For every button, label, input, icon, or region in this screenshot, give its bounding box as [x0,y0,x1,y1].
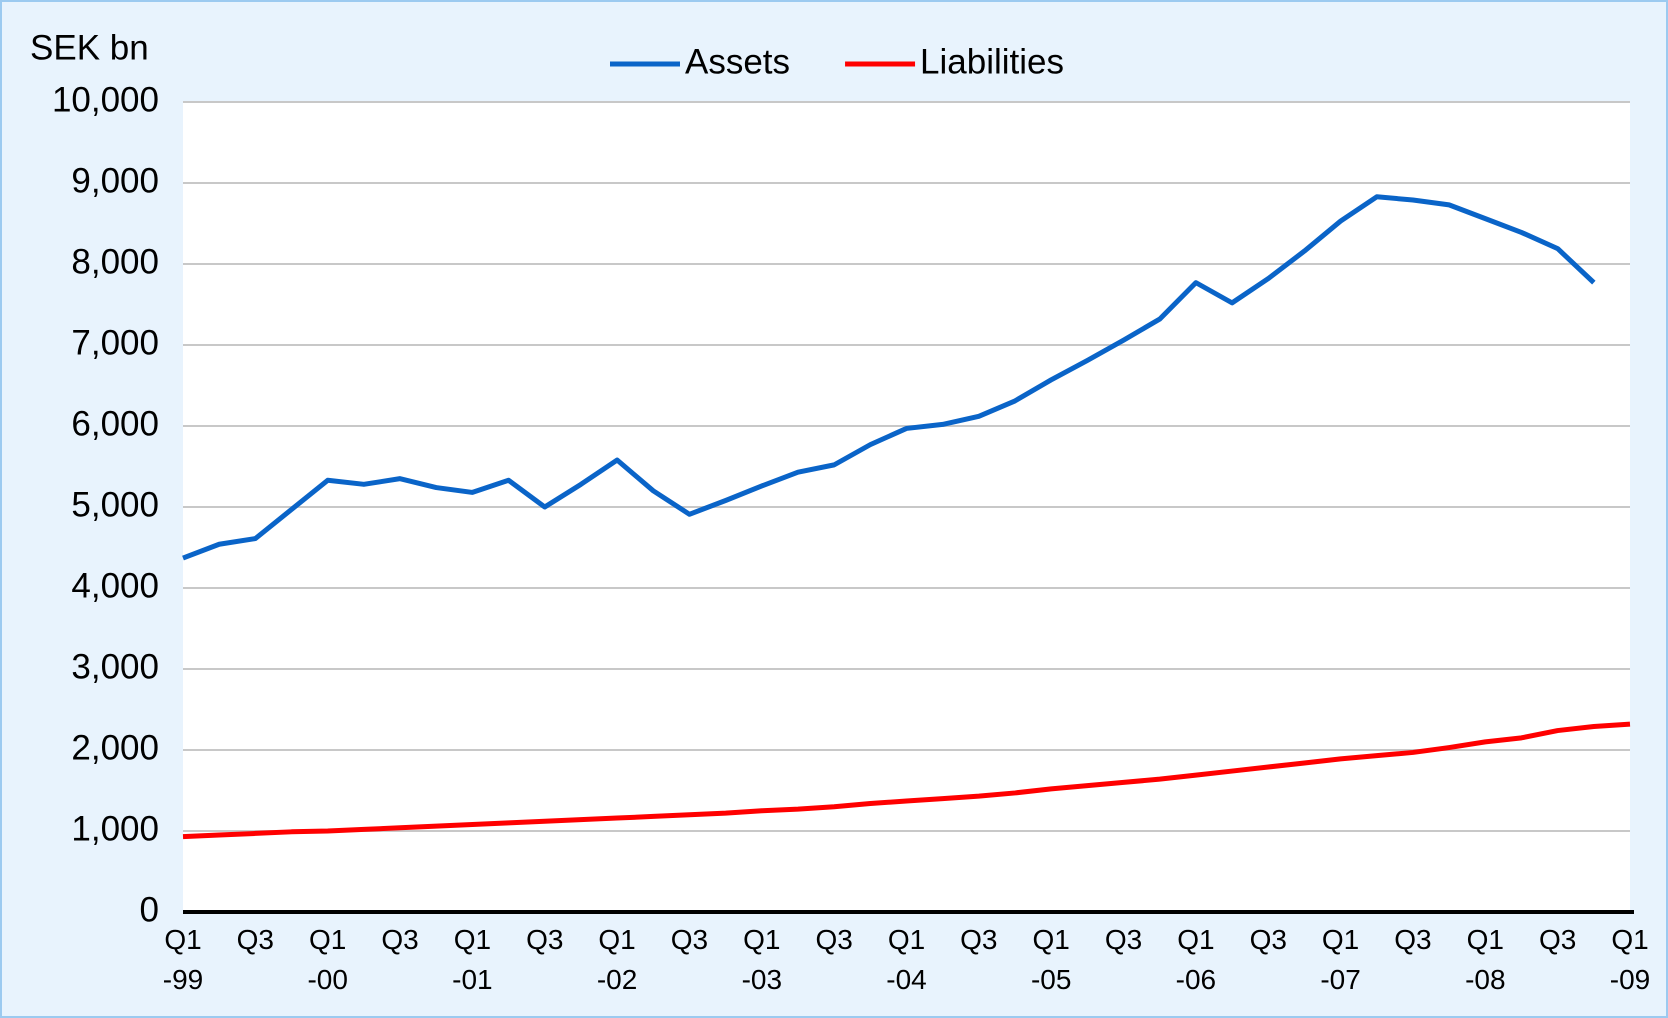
x-tick-label: Q1 -05 [1030,924,1072,995]
x-tick-label: Q3 [1249,924,1287,955]
series-line [182,721,1631,840]
y-tick-label: 3,000 [71,647,159,686]
x-tick-label: Q3 [1394,924,1432,955]
y-tick-label: 5,000 [71,485,159,524]
y-tick-label: 2,000 [71,728,159,767]
x-tick-label: Q3 [381,924,419,955]
legend-label: Liabilities [920,42,1064,81]
x-tick-label: Q1 -04 [886,924,927,995]
x-tick-label: Q3 [236,924,275,955]
x-tick-label: Q1 -07 [1320,924,1361,995]
y-tick-label: 6,000 [71,404,159,443]
legend-label: Assets [685,42,790,81]
x-tick-label: Q3 [670,924,709,955]
y-tick-label: 9,000 [71,161,159,200]
x-tick-label: Q1 -01 [452,924,493,995]
x-tick-label: Q1 -09 [1609,924,1651,995]
y-tick-label: 1,000 [71,809,159,848]
y-tick-label: 10,000 [52,80,159,119]
x-tick-label: Q3 [526,924,564,955]
y-tick-label: 0 [140,890,159,929]
x-tick-label: Q3 [1104,924,1143,955]
x-tick-label: Q1 -00 [307,924,348,995]
y-tick-label: 7,000 [71,323,159,362]
x-tick-label: Q3 [960,924,998,955]
x-tick-label: Q3 [815,924,853,955]
x-tick-label: Q3 [1538,924,1577,955]
x-tick-label: Q1 -08 [1465,924,1506,995]
y-tick-label: 8,000 [71,242,159,281]
x-tick-label: Q1 -06 [1175,924,1217,995]
x-tick-label: Q1 -99 [162,924,204,995]
y-tick-label: 4,000 [71,566,159,605]
x-tick-label: Q1 -02 [596,924,638,995]
y-axis-label: SEK bn [30,28,149,67]
x-tick-label: Q1 -03 [741,924,783,995]
series-line [182,194,1596,561]
